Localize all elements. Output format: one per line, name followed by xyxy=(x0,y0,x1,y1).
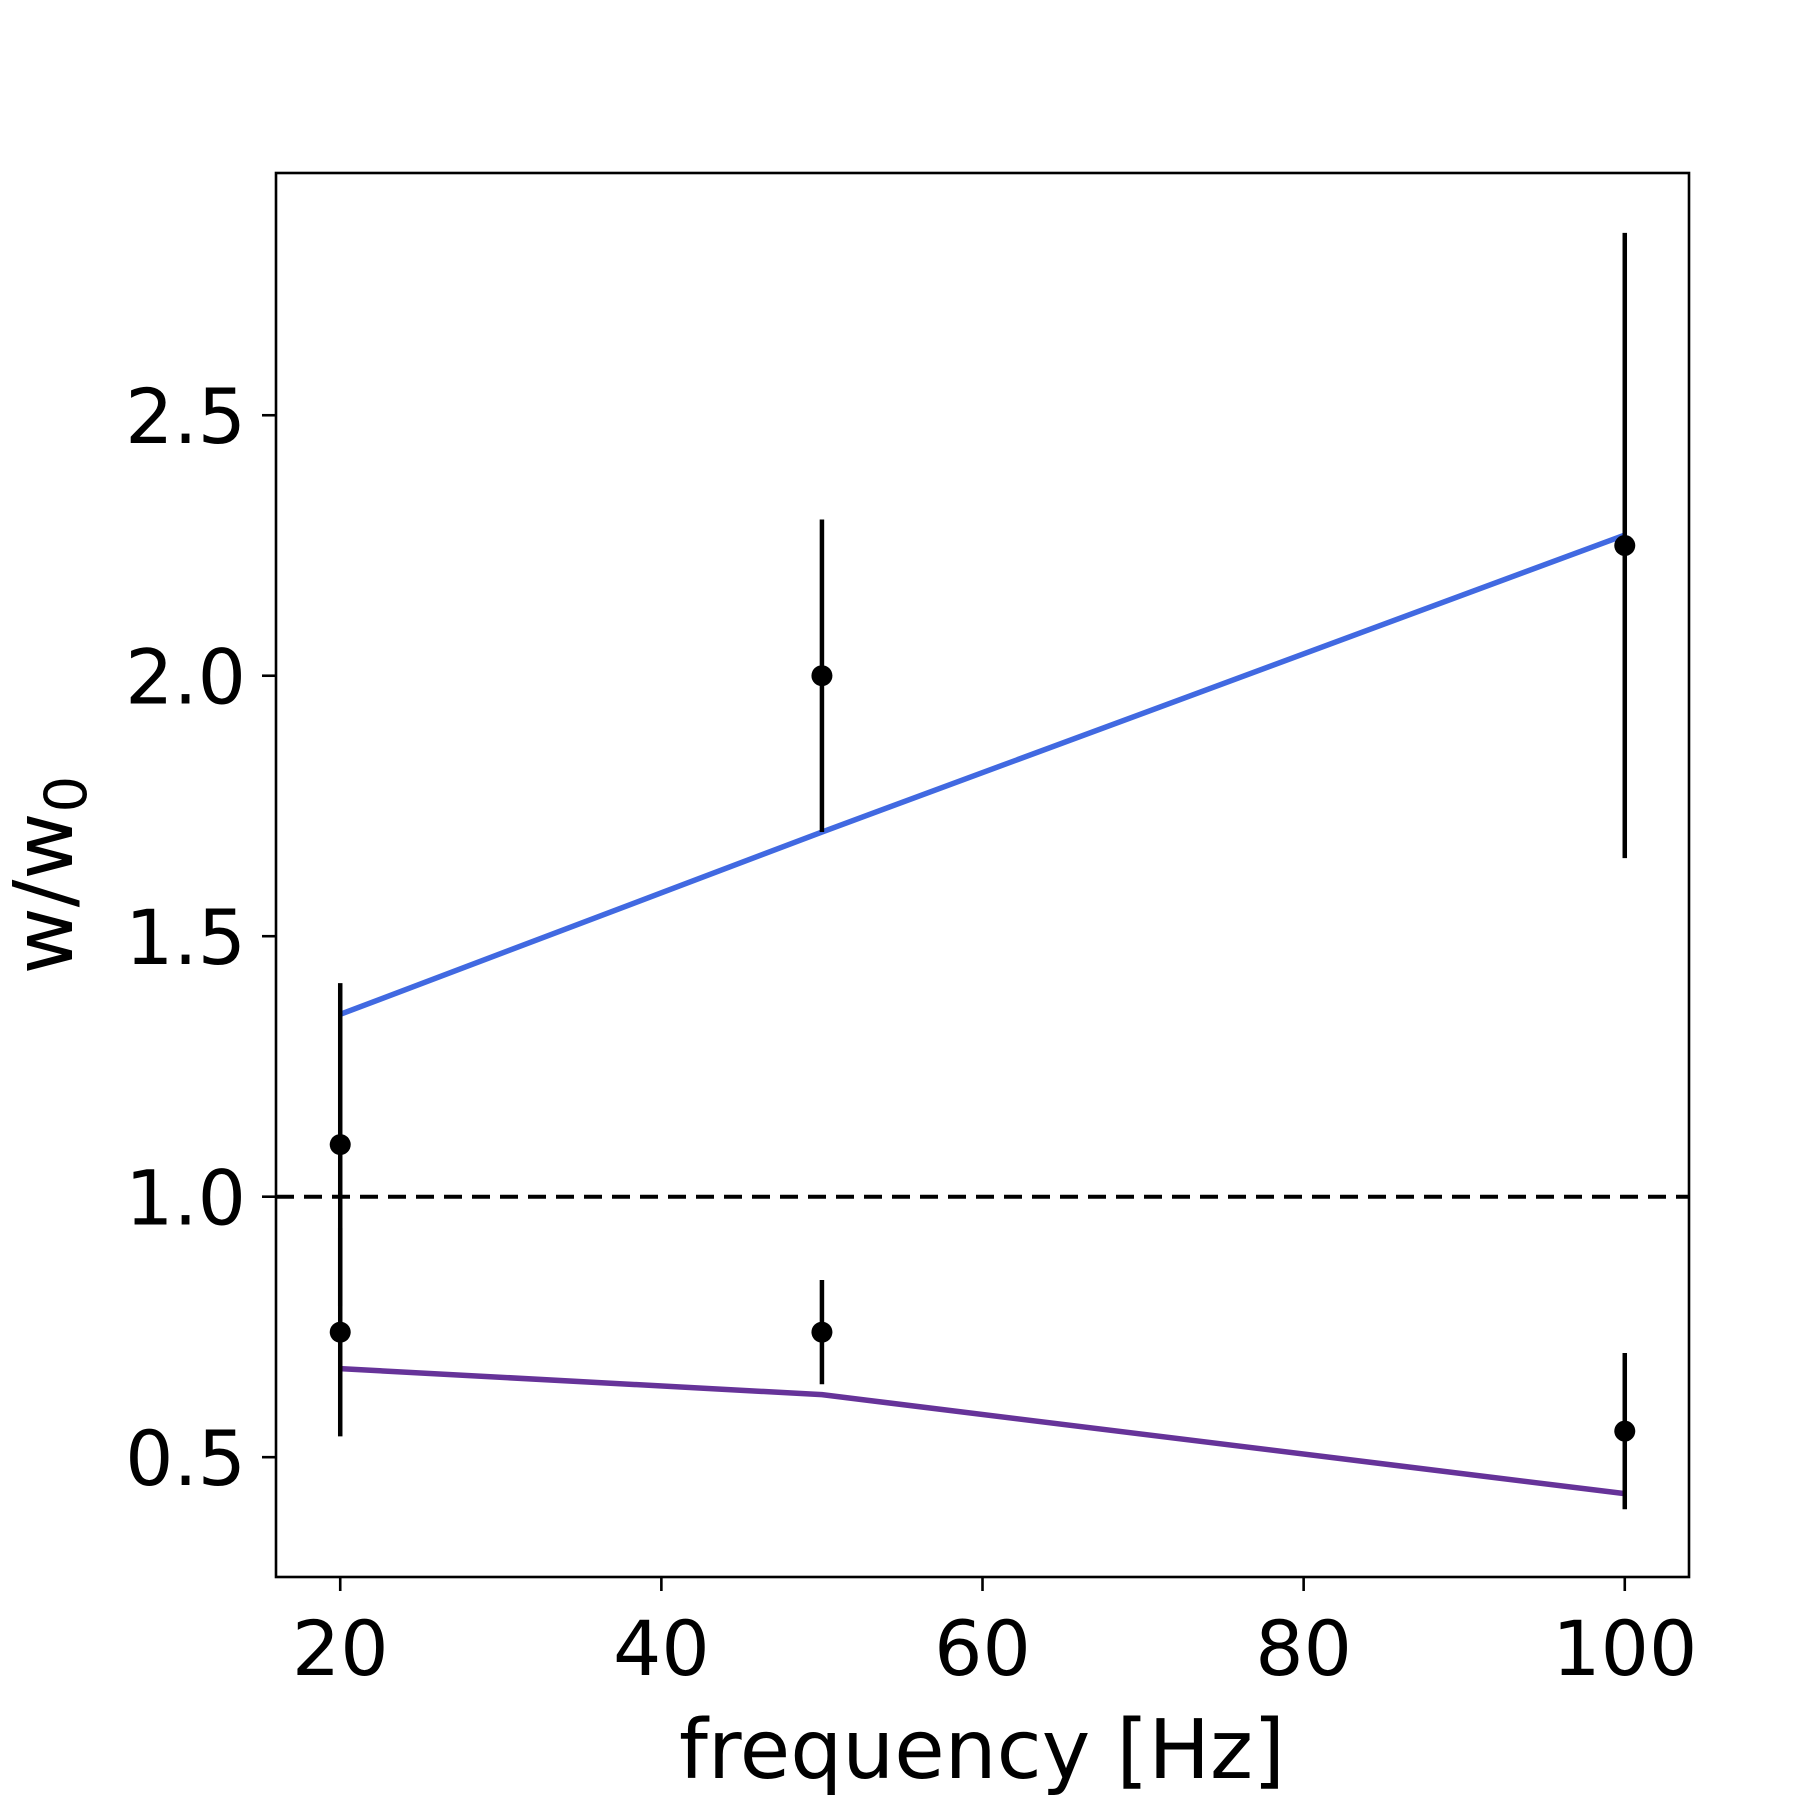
y-tick-label-1: 1.0 xyxy=(125,1154,246,1243)
x-axis: 20 40 60 80 100 xyxy=(292,1577,1697,1693)
y-axis-label-subscript: 0 xyxy=(32,776,100,813)
x-tick-label-1: 40 xyxy=(613,1604,710,1693)
data-point-1 xyxy=(811,665,833,687)
x-tick-label-3: 80 xyxy=(1255,1604,1352,1693)
x-tick-label-4: 100 xyxy=(1552,1604,1697,1693)
y-axis-label: w/w0 xyxy=(0,776,100,975)
data-point-2 xyxy=(1614,534,1636,556)
data-point-3 xyxy=(329,1321,351,1343)
x-axis-label: frequency [Hz] xyxy=(679,1703,1285,1798)
series-line-1 xyxy=(340,1365,1626,1497)
data-point-0 xyxy=(329,1134,351,1156)
data-point-5 xyxy=(1614,1420,1636,1442)
y-tick-label-0: 0.5 xyxy=(125,1414,246,1503)
data-point-4 xyxy=(811,1321,833,1343)
y-tick-label-2: 1.5 xyxy=(125,893,246,982)
plot-frame xyxy=(274,171,1691,1579)
y-axis-label-base: w/w xyxy=(0,813,92,975)
x-tick-label-2: 60 xyxy=(934,1604,1031,1693)
y-tick-label-3: 2.0 xyxy=(125,633,246,722)
plot-marks xyxy=(276,232,1689,1510)
series-line-0 xyxy=(339,532,1626,1017)
x-tick-label-0: 20 xyxy=(292,1604,389,1693)
y-tick-label-4: 2.5 xyxy=(125,372,246,461)
y-axis: 0.5 1.0 1.5 2.0 2.5 xyxy=(125,372,276,1503)
